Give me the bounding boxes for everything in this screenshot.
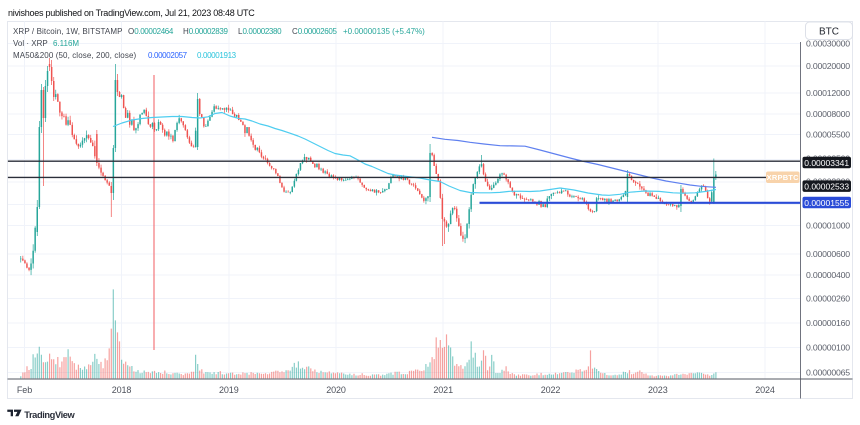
svg-text:2023: 2023 bbox=[648, 385, 668, 395]
svg-text:2021: 2021 bbox=[433, 385, 453, 395]
svg-text:0.00000160: 0.00000160 bbox=[806, 318, 850, 328]
svg-text:0.00012000: 0.00012000 bbox=[806, 88, 850, 98]
svg-text:XRPBTC: XRPBTC bbox=[767, 173, 799, 182]
svg-text:0.00000260: 0.00000260 bbox=[806, 294, 850, 304]
svg-text:0.00003341: 0.00003341 bbox=[804, 158, 849, 168]
svg-text:BTC: BTC bbox=[819, 27, 839, 38]
svg-text:2018: 2018 bbox=[112, 385, 132, 395]
svg-text:0.00000400: 0.00000400 bbox=[806, 270, 850, 280]
svg-text:TradingView: TradingView bbox=[24, 410, 75, 420]
svg-text:0.00001555: 0.00001555 bbox=[804, 198, 849, 208]
svg-text:0.00005500: 0.00005500 bbox=[806, 130, 850, 140]
svg-text:0.00001000: 0.00001000 bbox=[806, 221, 850, 231]
svg-text:0.00030000: 0.00030000 bbox=[806, 39, 850, 49]
svg-text:0.00000100: 0.00000100 bbox=[806, 343, 850, 353]
svg-text:0.00000065: 0.00000065 bbox=[806, 368, 850, 378]
svg-text:0.00002533: 0.00002533 bbox=[804, 182, 849, 192]
svg-text:2024: 2024 bbox=[755, 385, 775, 395]
svg-text:0.00020000: 0.00020000 bbox=[806, 61, 850, 71]
svg-text:2019: 2019 bbox=[219, 385, 239, 395]
svg-text:Feb: Feb bbox=[17, 385, 32, 395]
svg-text:0.00008000: 0.00008000 bbox=[806, 109, 850, 119]
svg-text:2022: 2022 bbox=[541, 385, 561, 395]
svg-text:2020: 2020 bbox=[326, 385, 346, 395]
svg-text:0.00000600: 0.00000600 bbox=[806, 249, 850, 259]
